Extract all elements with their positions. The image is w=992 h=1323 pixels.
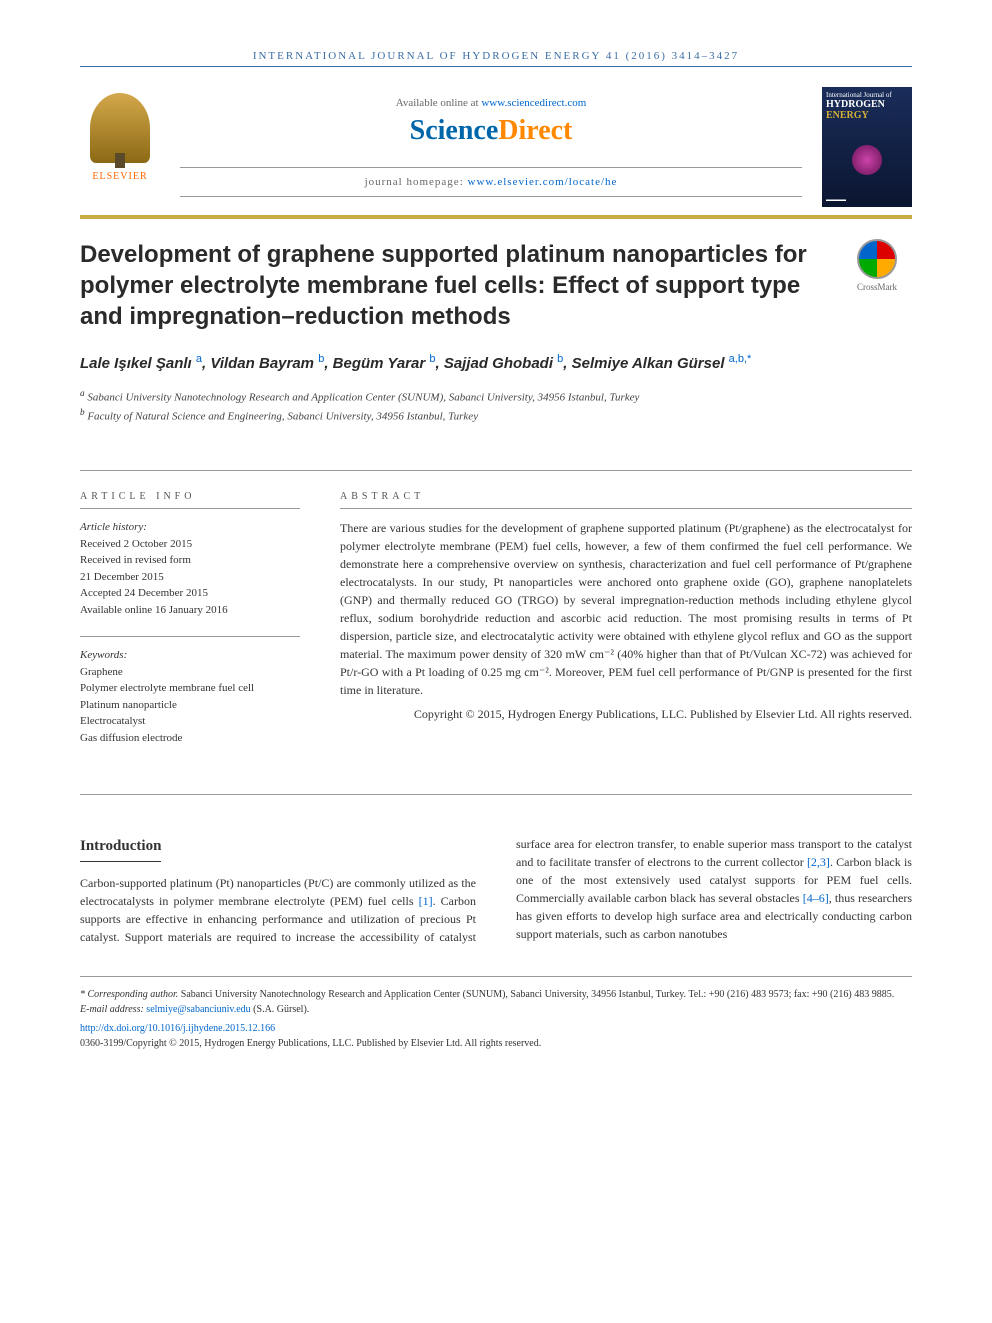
sciencedirect-url[interactable]: www.sciencedirect.com [481,97,586,109]
page-footer: * Corresponding author. Sabanci Universi… [80,976,912,1051]
history-received: Received 2 October 2015 [80,536,300,553]
email-suffix: (S.A. Gürsel). [251,1004,310,1015]
history-label: Article history: [80,519,300,536]
history-accepted: Accepted 24 December 2015 [80,585,300,602]
history-revised1: Received in revised form [80,552,300,569]
sd-part2: Direct [498,115,572,146]
issn-line: 0360-3199/Copyright © 2015, Hydrogen Ene… [80,1036,912,1051]
intro-text-1: Carbon-supported platinum (Pt) nanoparti… [80,876,476,908]
divider [80,470,912,471]
email-line: E-mail address: selmiye@sabanciuniv.edu … [80,1002,912,1017]
intro-heading: Introduction [80,835,161,862]
email-label: E-mail address: [80,1004,146,1015]
intro-paragraph: Carbon-supported platinum (Pt) nanoparti… [80,835,912,946]
ref-link-46[interactable]: [4–6] [803,891,829,905]
keyword-3: Electrocatalyst [80,713,300,730]
center-links: Available online at www.sciencedirect.co… [160,87,822,207]
keywords-label: Keywords: [80,647,300,664]
ref-link-23[interactable]: [2,3] [807,855,830,869]
homepage-prefix: journal homepage: [365,176,468,188]
keyword-2: Platinum nanoparticle [80,697,300,714]
doi-link[interactable]: http://dx.doi.org/10.1016/j.ijhydene.201… [80,1023,275,1034]
doi-line: http://dx.doi.org/10.1016/j.ijhydene.201… [80,1021,912,1036]
cover-graphic-icon [852,145,882,175]
keyword-0: Graphene [80,664,300,681]
sd-part1: Science [410,115,499,146]
cover-top: International Journal of [826,91,908,99]
homepage-line: journal homepage: www.elsevier.com/locat… [180,167,802,197]
keyword-4: Gas diffusion electrode [80,730,300,747]
authors: Lale Işıkel Şanlı a, Vildan Bayram b, Be… [80,351,912,376]
elsevier-label: ELSEVIER [92,171,147,182]
cover-title1: HYDROGEN [826,99,908,110]
affiliation-b: b Faculty of Natural Science and Enginee… [80,406,912,425]
crossmark-label: CrossMark [842,282,912,292]
info-heading: ARTICLE INFO [80,491,300,509]
affiliation-a: a Sabanci University Nanotechnology Rese… [80,387,912,406]
crossmark-badge[interactable]: CrossMark [842,239,912,292]
email-link[interactable]: selmiye@sabanciuniv.edu [146,1004,250,1015]
crossmark-icon [857,239,897,279]
top-banner: ELSEVIER Available online at www.science… [80,87,912,207]
homepage-url[interactable]: www.elsevier.com/locate/he [468,176,618,188]
corresponding-text: Sabanci University Nanotechnology Resear… [178,989,894,1000]
availability-prefix: Available online at [396,97,482,109]
history-revised2: 21 December 2015 [80,569,300,586]
journal-cover[interactable]: International Journal of HYDROGEN ENERGY… [822,87,912,207]
introduction-section: Introduction Carbon-supported platinum (… [80,835,912,946]
elsevier-tree-icon [90,93,150,163]
abstract-column: ABSTRACT There are various studies for t… [340,491,912,764]
keyword-1: Polymer electrolyte membrane fuel cell [80,680,300,697]
article-info-column: ARTICLE INFO Article history: Received 2… [80,491,300,764]
abstract-copyright: Copyright © 2015, Hydrogen Energy Public… [340,705,912,723]
info-divider [80,636,300,637]
availability-text: Available online at www.sciencedirect.co… [180,97,802,109]
journal-header: INTERNATIONAL JOURNAL OF HYDROGEN ENERGY… [80,50,912,67]
ref-link-1[interactable]: [1] [419,894,433,908]
corresponding-label: * Corresponding author. [80,989,178,1000]
elsevier-logo[interactable]: ELSEVIER [80,87,160,187]
affiliations: a Sabanci University Nanotechnology Rese… [80,387,912,425]
sciencedirect-logo[interactable]: ScienceDirect [180,115,802,147]
abstract-text: There are various studies for the develo… [340,519,912,699]
article-history: Article history: Received 2 October 2015… [80,519,300,618]
cover-footer: ▬▬▬▬ [826,198,908,203]
cover-title2: ENERGY [826,110,908,121]
corresponding-author: * Corresponding author. Sabanci Universi… [80,987,912,1002]
history-online: Available online 16 January 2016 [80,602,300,619]
keywords-block: Keywords: Graphene Polymer electrolyte m… [80,647,300,746]
abstract-heading: ABSTRACT [340,491,912,509]
divider-2 [80,794,912,795]
article-title: Development of graphene supported platin… [80,239,912,333]
